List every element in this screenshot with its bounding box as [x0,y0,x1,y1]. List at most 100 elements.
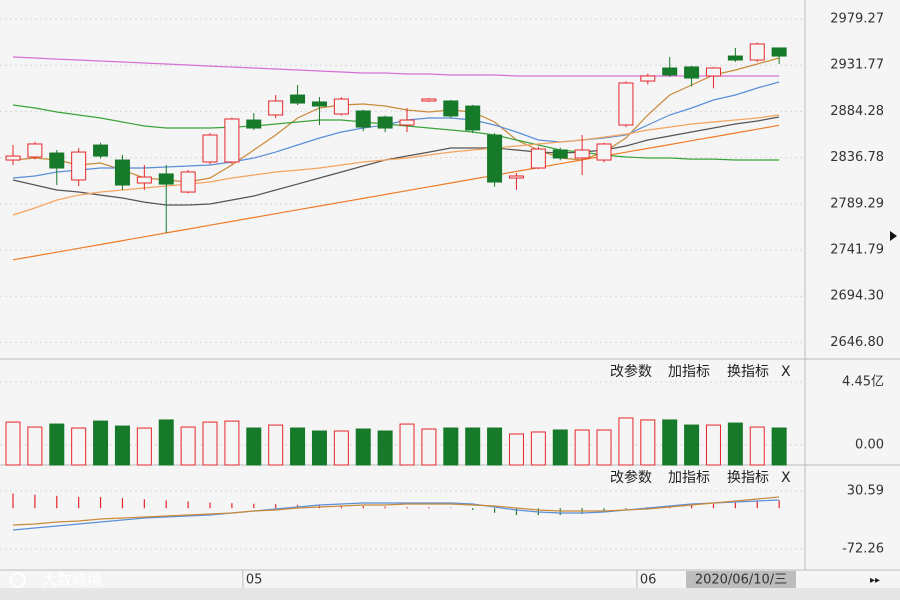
volume-bar [771,427,787,466]
volume-bar [662,419,678,466]
volume-bar [93,420,109,466]
volume-bar [574,429,590,466]
volume-bar [114,425,130,466]
candle-body [93,144,109,157]
candle-body [399,119,415,126]
y-tick-label: 0.00 [855,438,884,453]
volume-bar [180,426,196,466]
close-button[interactable]: X [781,364,791,380]
candle-body [224,118,240,163]
cursor-date-box [686,571,796,588]
volume-bar [684,424,700,466]
indicator-line [12,114,780,216]
candle-body [246,119,262,129]
volume-bar [465,427,481,466]
candle-body [202,134,218,163]
y-tick-label: 2979.27 [830,11,884,26]
candle-body [705,67,721,77]
volume-bar [596,429,612,466]
volume-bar [640,419,656,466]
y-tick-label: -72.26 [842,542,884,557]
candle-body [180,171,196,193]
watermark: 大数跨境 [42,571,102,589]
indicator-line [12,496,780,526]
candle-body [684,66,700,79]
y-tick-label: 2789.29 [830,196,884,211]
y-tick-label: 2884.28 [830,104,884,119]
y-tick-label: 4.45亿 [842,374,884,389]
candle-body [290,94,306,104]
toolbar-button[interactable]: 改参数 [610,363,652,380]
volume-bar [290,427,306,466]
volume-bar [27,426,43,466]
expand-arrow[interactable] [890,231,897,241]
y-tick-label: 2836.78 [830,150,884,165]
candle-body [530,148,546,169]
candle-body [377,116,393,129]
watermark-logo [10,572,26,588]
candle-body [49,152,65,169]
indicator-line [12,124,780,261]
candle-body [5,155,21,161]
toolbar-button[interactable]: 改参数 [610,469,652,486]
volume-bar [311,430,327,466]
candle-body [311,101,327,107]
cursor-date: 2020/06/10/三 [695,573,787,588]
candle-body [465,105,481,131]
tab-bar [0,588,900,600]
candle-body [158,173,174,185]
volume-bar [727,422,743,466]
volume-bar [421,428,437,466]
y-tick-label: 2931.77 [830,58,884,73]
indicator-line [12,116,780,206]
candle-body [27,143,43,158]
candle-body [727,55,743,61]
volume-bar [268,424,284,466]
volume-bar [71,427,87,466]
candle-body [618,82,634,126]
candle-body [508,175,524,179]
volume-bar [508,433,524,466]
x-tick-label: 05 [246,573,263,588]
volume-bar [749,426,765,466]
candle-body [71,151,87,181]
candle-body [552,149,568,159]
candle-body [640,75,656,82]
toolbar-button[interactable]: 换指标 [727,363,769,380]
indicator-line [12,81,780,179]
candle-body [421,98,437,102]
volume-bar [552,429,568,466]
volume-bar [49,423,65,466]
y-tick-label: 2741.79 [830,243,884,258]
volume-bar [618,417,634,466]
indicator-line [12,499,780,531]
candle-body [771,47,787,57]
close-button[interactable]: X [781,470,791,486]
volume-bar [158,419,174,466]
toolbar-button[interactable]: 加指标 [668,470,710,486]
candle-body [662,67,678,76]
y-tick-label: 30.59 [847,483,884,498]
y-tick-label: 2694.30 [830,289,884,304]
toolbar-button[interactable]: 换指标 [727,469,769,486]
candle-body [268,100,284,116]
candle-body [443,100,459,117]
toolbar: 改参数 加指标 换指标 X 改参数 加指标 换指标 X [610,363,791,486]
candle-body [749,43,765,61]
volume-bar [333,430,349,466]
volume-bar [224,420,240,466]
x-tick-label: 06 [640,573,657,588]
candle-body [487,134,503,183]
candle-body [574,149,590,159]
candle-body [355,110,371,128]
candle-body [114,159,130,186]
scroll-icon[interactable]: ▸▸ [870,575,880,586]
volume-bar [5,421,21,466]
y-tick-label: 2646.80 [830,335,884,350]
volume-bar [399,423,415,466]
candle-body [333,98,349,115]
indicator-line [12,104,780,161]
toolbar-button[interactable]: 加指标 [668,364,710,380]
